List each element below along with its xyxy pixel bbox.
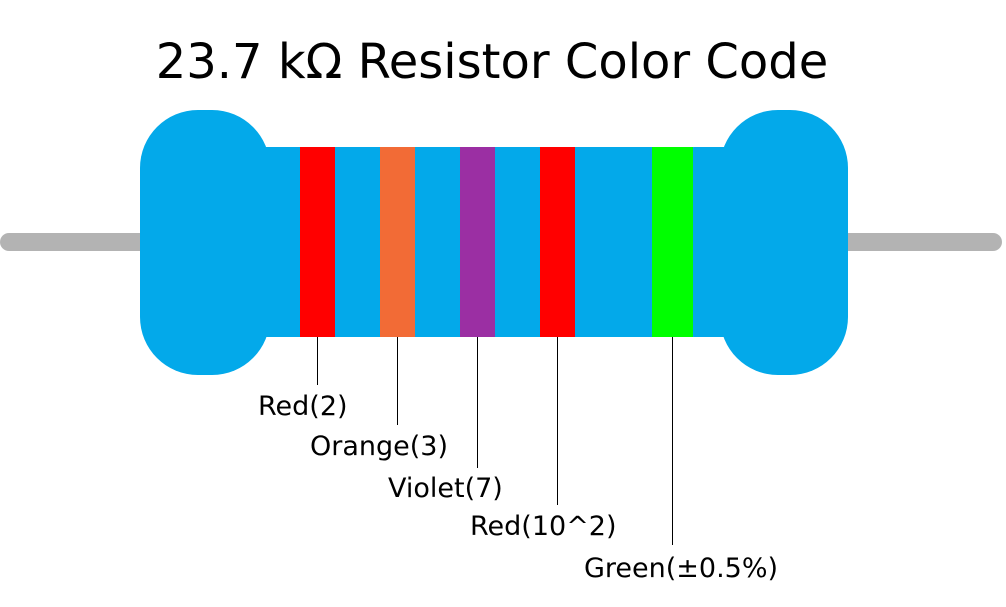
- color-band: [540, 147, 575, 337]
- left-cap: [140, 110, 270, 375]
- color-band: [300, 147, 335, 337]
- color-band: [380, 147, 415, 337]
- bands: Red(2) Orange(3) Violet(7) Red(10^2) Green(±…: [258, 147, 778, 584]
- band-label: Green(±0.5%): [584, 553, 778, 584]
- color-band: [652, 147, 693, 337]
- color-band: [460, 147, 495, 337]
- band-label: Orange(3): [310, 431, 448, 462]
- title: 23.7 kΩ Resistor Color Code: [156, 34, 829, 90]
- right-cap: [720, 110, 848, 375]
- band-label: Red(10^2): [470, 511, 617, 542]
- band-label: Violet(7): [388, 473, 503, 504]
- band-label: Red(2): [258, 391, 348, 422]
